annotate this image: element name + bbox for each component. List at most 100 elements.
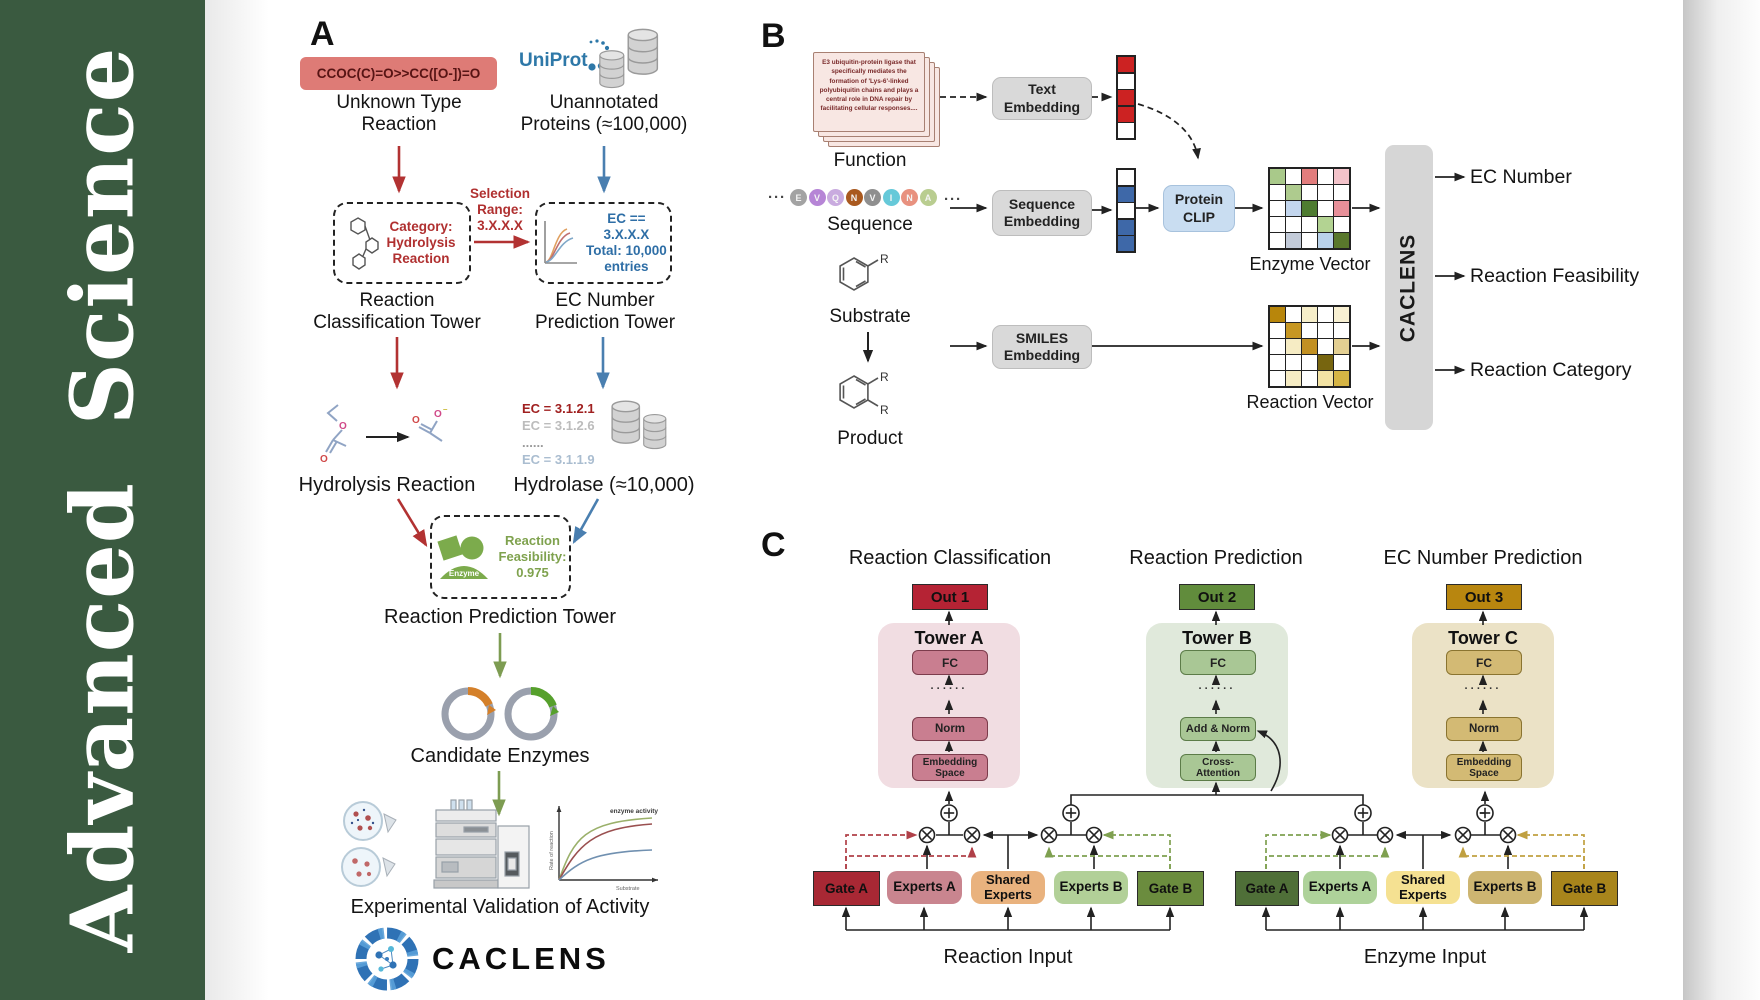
heading-reaction-classification: Reaction Classification: [848, 547, 1052, 569]
enzyme-activity-graph: enzyme activity Rate of reaction Substra…: [549, 806, 658, 892]
tower-b-add-norm: Add & Norm: [1180, 717, 1256, 741]
panel-c-lines: [846, 794, 1584, 931]
vector-cell: [1334, 169, 1349, 184]
hydrolase-label: Hydrolase (≈10,000): [513, 474, 695, 496]
r-group-label: R: [880, 252, 889, 266]
tower-a-dots: ······: [930, 683, 968, 695]
svg-text:O: O: [434, 409, 442, 420]
vector-cell: [1302, 233, 1317, 248]
smiles-embedding-box: SMILES Embedding: [992, 325, 1092, 369]
tower-a-norm: Norm: [912, 717, 988, 741]
tower-a-embedding-space: Embedding Space: [912, 754, 988, 781]
reaction-experts-b: Experts B: [1054, 871, 1128, 904]
vector-cell: [1270, 201, 1285, 216]
vector-cell: [1270, 323, 1285, 338]
molecules-icon: [350, 217, 380, 270]
protein-clip-box: Protein CLIP: [1163, 185, 1235, 232]
reaction-shared-experts: Shared Experts: [971, 871, 1045, 904]
tower-a-fc: FC: [912, 650, 988, 675]
journal-sidebar: Advanced Science: [0, 0, 205, 1000]
text-embedding-box: Text Embedding: [992, 77, 1092, 120]
gate-a-reaction-dashed: [845, 830, 977, 869]
residue-circle: V: [864, 189, 881, 206]
ester-molecule-icon: O O: [320, 404, 347, 465]
substrate-molecule-icon: R: [839, 252, 889, 291]
journal-name: Advanced Science: [52, 46, 154, 953]
vector-cell: [1318, 233, 1333, 248]
enzyme-gate-b: Gate B: [1551, 871, 1618, 906]
ellipsis-left: ···: [768, 189, 786, 206]
heading-reaction-prediction: Reaction Prediction: [1129, 547, 1303, 569]
r-group-label: R: [880, 403, 889, 417]
vector-cell: [1118, 186, 1134, 202]
residue-circle: A: [919, 189, 937, 206]
ec-item: EC = 3.1.1.9: [522, 452, 595, 467]
substrate-label: Substrate: [829, 306, 911, 327]
vector-cell: [1318, 339, 1333, 354]
residue-circle: N: [901, 189, 918, 206]
vector-cell: [1302, 217, 1317, 232]
tower-a-panel: Tower A FC ······ Norm Embedding Space: [878, 623, 1020, 788]
sum-operator-icon: [940, 804, 1494, 822]
vector-cell: [1118, 57, 1134, 72]
vector-cell: [1286, 217, 1301, 232]
tower-c-norm: Norm: [1446, 717, 1522, 741]
panel-a-label: A: [310, 15, 335, 53]
tower-c-embedding-space: Embedding Space: [1446, 754, 1522, 781]
protein-database-icon: [599, 28, 659, 89]
vector-cell: [1286, 307, 1301, 322]
tower-c-dots: ······: [1464, 683, 1502, 695]
caclens-logo-icon: [355, 927, 419, 991]
vector-cell: [1286, 355, 1301, 370]
vector-cell: [1318, 185, 1333, 200]
sequence-embedding-box: Sequence Embedding: [992, 190, 1092, 236]
tower-a-title: Tower A: [914, 628, 984, 648]
vector-cell: [1270, 307, 1285, 322]
out2-box: Out 2: [1179, 584, 1255, 610]
vector-cell: [1302, 169, 1317, 184]
tower-b-title: Tower B: [1182, 628, 1252, 648]
vector-cell: [1334, 339, 1349, 354]
vector-cell: [1318, 371, 1333, 386]
unknown-type-reaction-label: Unknown Type Reaction: [336, 92, 462, 136]
graph-ylabel: Rate of reaction: [549, 831, 555, 870]
out3-box: Out 3: [1446, 584, 1522, 610]
panel-c-label: C: [761, 526, 786, 564]
page-left-shade: [205, 0, 269, 1000]
vector-cell: [1318, 355, 1333, 370]
panel-b-label: B: [761, 17, 786, 55]
product-molecule-icon: R R: [839, 370, 889, 417]
vector-cell: [1118, 219, 1134, 235]
vector-cell: [1286, 185, 1301, 200]
smiles-reaction-box: CCOC(C)=O>>CC([O-])=O: [300, 57, 497, 90]
vector-cell: [1302, 201, 1317, 216]
vector-cell: [1118, 203, 1134, 218]
reaction-category-box: Category: Hydrolysis Reaction: [333, 202, 471, 284]
reaction-vector-matrix: [1268, 305, 1351, 388]
vector-cell: [1318, 217, 1333, 232]
enzyme-experts-a: Experts A: [1303, 871, 1377, 904]
vector-cell: [1318, 323, 1333, 338]
reaction-experts-a: Experts A: [887, 871, 962, 904]
residue-circle: E: [790, 189, 807, 206]
residue-circle: V: [808, 189, 826, 206]
vector-cell: [1270, 355, 1285, 370]
experimental-validation-label: Experimental Validation of Activity: [350, 896, 650, 918]
vector-cell: [1302, 307, 1317, 322]
enzyme-gate-a: Gate A: [1235, 871, 1299, 906]
graph-curve-label: enzyme activity: [610, 808, 658, 815]
vector-cell: [1286, 339, 1301, 354]
reaction-classification-tower-label: Reaction Classification Tower: [313, 290, 481, 334]
page-right-edge: [1683, 0, 1760, 1000]
unannotated-proteins-label: Unannotated Proteins (≈100,000): [520, 92, 688, 136]
heading-ec-number-prediction: EC Number Prediction: [1383, 547, 1583, 569]
cells-icon: [341, 801, 397, 887]
product-label: Product: [837, 428, 903, 449]
hydrolysis-reaction-label: Hydrolysis Reaction: [298, 474, 476, 496]
enzyme-experts-b: Experts B: [1468, 871, 1542, 904]
acetate-molecule-icon: O – O: [412, 405, 448, 442]
function-card: E3 ubiquitin-protein ligase that specifi…: [813, 52, 925, 132]
vector-cell: [1318, 307, 1333, 322]
vector-cell: [1334, 371, 1349, 386]
